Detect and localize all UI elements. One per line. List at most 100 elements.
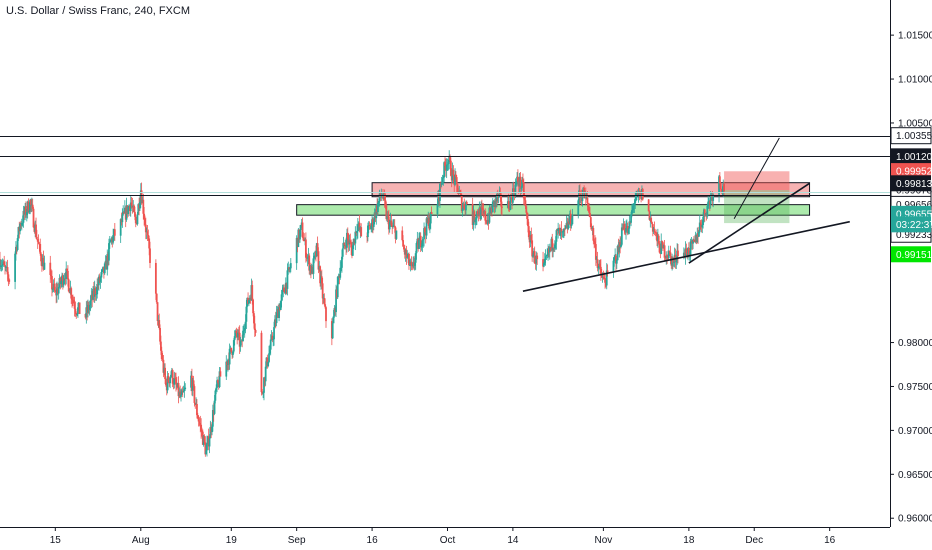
candle-body (429, 212, 432, 224)
candle-body (701, 225, 704, 228)
candle-body (281, 290, 284, 295)
resistance-zone (371, 182, 811, 198)
candle-body (401, 230, 404, 241)
candle-body (339, 267, 342, 278)
candle-body (444, 162, 446, 166)
candle-body (536, 255, 539, 260)
candle-body (360, 227, 363, 237)
candle-body (136, 214, 139, 225)
candle-body (73, 303, 76, 309)
candle-body (488, 207, 491, 223)
y-tick-label: 0.96000 (898, 514, 932, 525)
candle-body (78, 302, 81, 315)
candle-body (112, 235, 115, 243)
candle-body (542, 263, 545, 267)
candle-body (28, 210, 31, 213)
candle-body (165, 379, 167, 386)
candle-body (242, 330, 244, 342)
price-badge-label: 0.99655 (896, 209, 932, 220)
candle-body (692, 239, 694, 244)
candle-body (76, 314, 78, 315)
candle-body (702, 216, 705, 226)
candle-body (600, 273, 603, 278)
candle-body (393, 225, 396, 228)
candle-body (37, 241, 40, 244)
candle-body (324, 304, 327, 308)
candle-body (237, 332, 239, 338)
candle-body (232, 351, 234, 355)
candle-body (425, 218, 428, 236)
candle-body (403, 246, 405, 250)
candle-body (615, 255, 617, 264)
candle-body (377, 200, 380, 203)
candle-body (312, 258, 315, 274)
candle-body (66, 270, 69, 280)
candle-body (108, 243, 110, 261)
candle-body (514, 184, 517, 196)
level-badge-label: 1.00355 (896, 131, 932, 142)
candle-body (196, 403, 198, 416)
candle-body (627, 228, 630, 234)
candle-body (119, 219, 122, 236)
candle-body (388, 222, 391, 230)
candle-body (16, 238, 19, 250)
candle-body (501, 206, 503, 208)
candle-body (559, 228, 562, 236)
candle-body (560, 228, 563, 233)
candle-body (269, 339, 272, 350)
candle-body (253, 323, 256, 330)
candle-body (692, 239, 695, 242)
candle-body (32, 208, 35, 228)
candle-body (160, 350, 163, 360)
candle-body (661, 241, 663, 243)
candle-body (173, 378, 176, 385)
candle-body (8, 279, 11, 282)
candle-body (341, 248, 344, 257)
candle-body (635, 193, 637, 201)
candle-body (530, 234, 533, 241)
candle-body (521, 179, 523, 188)
candle-body (532, 255, 534, 257)
candle-body (703, 209, 706, 216)
candle-body (442, 177, 445, 179)
candle-body (340, 267, 342, 269)
candle-body (569, 213, 572, 226)
candle-body (346, 232, 349, 239)
candle-body (333, 308, 336, 317)
candle-body (15, 246, 17, 254)
candle-body (356, 230, 358, 234)
candle-body (228, 348, 231, 365)
candle-body (372, 221, 375, 227)
candle-body (60, 281, 63, 285)
candle-body (587, 203, 590, 207)
candle-body (336, 276, 339, 298)
candle-body (698, 231, 700, 237)
candle-body (436, 204, 439, 215)
price-badge-bg (891, 216, 931, 233)
candle-body (313, 256, 316, 259)
candle-body (520, 187, 523, 189)
candle-body (205, 450, 208, 455)
candle-body (723, 183, 725, 192)
candle-body (484, 211, 487, 221)
candle-body (525, 206, 528, 213)
candle-body (633, 203, 636, 206)
candle-body (354, 231, 357, 244)
candle-body (149, 248, 151, 263)
candle-body (211, 410, 214, 427)
candle-body (3, 261, 6, 265)
candle-body (89, 300, 92, 306)
candle-body (286, 270, 289, 289)
candle-body (616, 246, 619, 261)
candle-body (628, 221, 631, 229)
candle-body (531, 240, 534, 257)
candle-body (208, 438, 211, 447)
candle-body (303, 240, 306, 242)
candle-body (20, 222, 23, 226)
candle-body (203, 435, 206, 443)
candle-body (261, 392, 264, 394)
candle-body (113, 229, 116, 236)
candle-body (557, 228, 560, 231)
